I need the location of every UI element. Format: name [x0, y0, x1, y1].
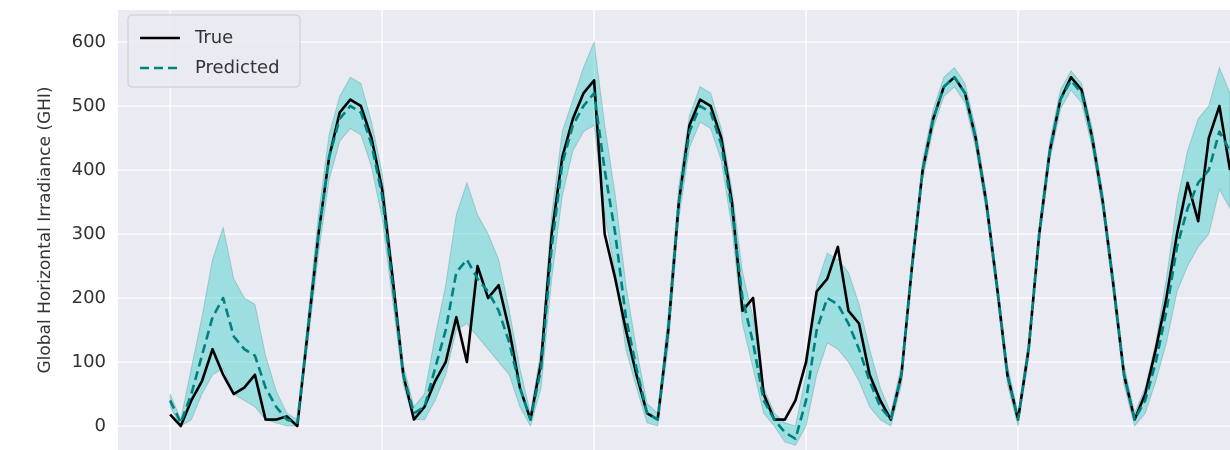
series-line: [168, 75, 1230, 441]
y-tick-label: 200: [72, 287, 106, 308]
y-tick-label: 600: [72, 31, 106, 52]
y-tick-label: 100: [72, 351, 106, 372]
legend-label: Predicted: [195, 57, 280, 78]
y-tick-label: 0: [95, 415, 106, 436]
series-line: [169, 75, 1230, 428]
y-axis-label: Global Horizontal Irradiance (GHI): [35, 86, 55, 373]
plot-area: [118, 10, 1230, 450]
legend: True Predicted: [127, 14, 301, 88]
y-tick-label: 500: [72, 95, 106, 116]
y-tick-label: 300: [72, 223, 106, 244]
prediction-band: [169, 40, 1230, 446]
legend-label: True: [194, 27, 233, 48]
y-tick-label: 400: [72, 159, 106, 180]
